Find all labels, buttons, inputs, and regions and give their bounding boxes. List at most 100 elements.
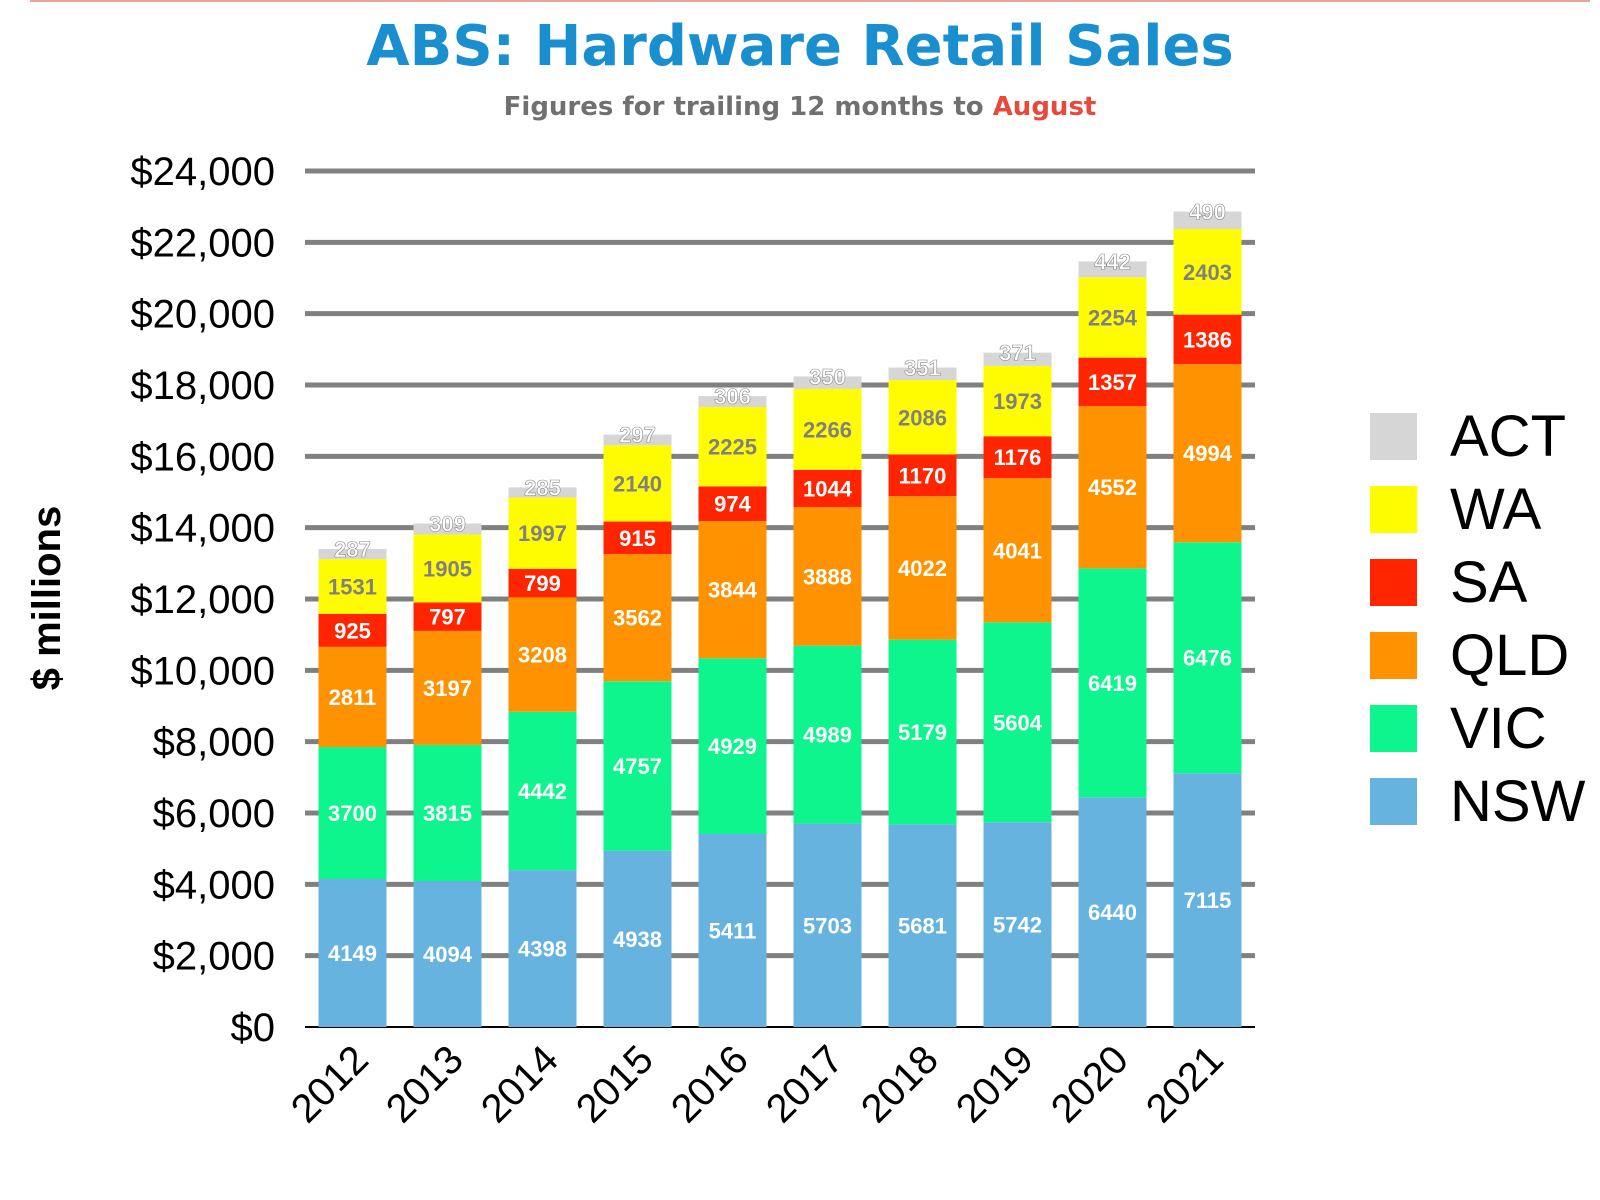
data-label-sa: 1176 — [994, 445, 1042, 470]
bar-segment-wa — [413, 534, 482, 603]
chart-subtitle: Figures for trailing 12 months to August — [0, 92, 1600, 122]
bar-segment-nsw — [698, 834, 767, 1027]
data-label-qld: 3844 — [708, 578, 758, 603]
bar-segment-qld — [793, 506, 862, 646]
bar-segment-sa — [698, 486, 767, 522]
bar-segment-nsw — [318, 879, 387, 1027]
data-label-act: 309 — [429, 511, 466, 536]
bar-segment-nsw — [508, 870, 577, 1027]
legend-label-nsw: NSW — [1450, 769, 1586, 834]
bar-segment-wa — [888, 380, 957, 455]
data-label-act: 350 — [809, 364, 846, 389]
bar-segment-sa — [508, 568, 577, 598]
bar-segment-vic — [698, 658, 767, 835]
bar-segment-qld — [318, 646, 387, 748]
data-label-wa: 2086 — [898, 405, 947, 430]
legend-swatch-sa — [1370, 559, 1417, 606]
data-label-wa: 2403 — [1183, 260, 1232, 285]
bar-segment-wa — [1173, 228, 1242, 315]
legend-swatch-nsw — [1370, 778, 1417, 825]
bar-segment-sa — [793, 469, 862, 507]
bar-segment-vic — [1173, 542, 1242, 774]
data-label-vic: 3815 — [423, 801, 472, 826]
bar-segment-nsw — [983, 822, 1052, 1027]
bar-segment-wa — [508, 497, 577, 569]
bar-segment-wa — [698, 407, 767, 487]
data-label-qld: 4552 — [1088, 475, 1137, 500]
data-label-nsw: 5411 — [709, 919, 757, 944]
bar-segment-act — [793, 376, 862, 389]
y-tick-label: $14,000 — [130, 507, 275, 551]
y-tick-label: $6,000 — [153, 792, 275, 836]
data-label-wa: 1531 — [328, 574, 377, 599]
data-label-vic: 6476 — [1183, 646, 1232, 671]
data-label-qld: 4022 — [898, 556, 947, 581]
data-label-nsw: 4149 — [328, 941, 377, 966]
bar-segment-qld — [698, 521, 767, 659]
data-label-vic: 3700 — [328, 801, 377, 826]
bar-segment-nsw — [603, 850, 672, 1027]
bar-segment-act — [888, 367, 957, 381]
data-label-nsw: 5703 — [803, 913, 852, 938]
data-label-nsw: 5742 — [993, 913, 1042, 938]
bar-segment-sa — [1173, 314, 1242, 365]
bar-segment-sa — [603, 521, 672, 555]
data-label-nsw: 4094 — [423, 942, 473, 967]
legend-swatch-vic — [1370, 705, 1417, 752]
bar-segment-vic — [413, 744, 482, 881]
data-label-act: 490 — [1189, 200, 1226, 225]
x-tick-label: 2020 — [1043, 1037, 1137, 1131]
bar-segment-vic — [983, 622, 1052, 823]
data-label-wa: 2266 — [803, 417, 852, 442]
bar-segment-nsw — [1078, 797, 1147, 1027]
legend-swatch-act — [1370, 413, 1417, 460]
bar-segment-qld — [603, 554, 672, 682]
data-label-wa: 2254 — [1088, 305, 1138, 330]
data-label-vic: 4989 — [803, 723, 852, 748]
data-label-wa: 2225 — [708, 435, 757, 460]
y-tick-label: $12,000 — [130, 578, 275, 622]
x-tick-label: 2017 — [758, 1037, 852, 1131]
bar-segment-wa — [793, 388, 862, 470]
bar-segment-act — [508, 487, 577, 498]
y-tick-label: $18,000 — [130, 364, 275, 408]
data-label-qld: 2811 — [329, 685, 377, 710]
data-label-act: 297 — [619, 423, 656, 448]
bar-segment-act — [698, 396, 767, 408]
x-tick-label: 2016 — [663, 1037, 757, 1131]
x-tick-label: 2012 — [283, 1037, 377, 1131]
data-label-nsw: 6440 — [1088, 900, 1137, 925]
bar-segment-nsw — [888, 824, 957, 1027]
data-label-vic: 5179 — [898, 720, 947, 745]
top-rule — [30, 0, 1590, 2]
bar-segment-qld — [983, 478, 1052, 623]
data-label-vic: 4442 — [518, 779, 567, 804]
subtitle-highlight: August — [992, 92, 1097, 122]
data-label-wa: 1905 — [423, 556, 472, 581]
y-tick-label: $8,000 — [153, 721, 275, 765]
legend-label-vic: VIC — [1450, 696, 1547, 761]
bar-segment-wa — [603, 445, 672, 522]
bar-segment-qld — [888, 496, 957, 640]
data-label-nsw: 4938 — [613, 927, 662, 952]
bar-segment-sa — [1078, 357, 1147, 407]
data-label-nsw: 5681 — [898, 914, 947, 939]
bar-segment-act — [603, 434, 672, 446]
legend-swatch-wa — [1370, 486, 1417, 533]
bar-segment-qld — [1078, 406, 1147, 569]
bar-segment-sa — [413, 602, 482, 631]
data-label-act: 306 — [714, 384, 751, 409]
bar-segment-sa — [318, 613, 387, 647]
bar-segment-act — [318, 548, 387, 560]
legend-label-wa: WA — [1450, 477, 1542, 542]
bar-segment-qld — [413, 630, 482, 745]
y-tick-label: $20,000 — [130, 293, 275, 337]
data-label-act: 287 — [334, 537, 371, 562]
y-tick-label: $10,000 — [130, 649, 275, 693]
bar-segment-vic — [508, 711, 577, 871]
bar-segment-vic — [1078, 568, 1147, 798]
data-label-nsw: 7115 — [1184, 888, 1232, 913]
bar-segment-nsw — [1173, 773, 1242, 1027]
y-tick-label: $2,000 — [153, 935, 275, 979]
